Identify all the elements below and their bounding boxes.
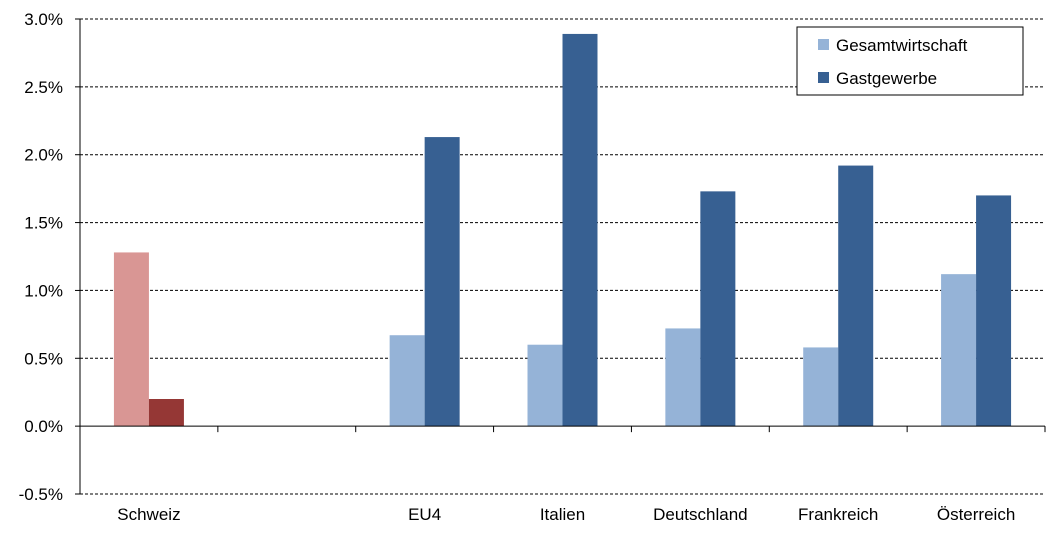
bars <box>113 33 1012 427</box>
bar-gastgewerbe-eu4 <box>424 137 460 427</box>
y-tick-label: -0.5% <box>19 485 63 504</box>
x-category-label-frankreich: Frankreich <box>798 505 878 524</box>
x-category-label-eu4: EU4 <box>408 505 441 524</box>
y-tick-label: 2.5% <box>24 78 63 97</box>
bar-gastgewerbe-schweiz <box>148 399 184 427</box>
bar-gesamtwirtschaft-eu4 <box>389 335 425 427</box>
y-tick-label: 1.5% <box>24 214 63 233</box>
x-category-label-deutschland: Deutschland <box>653 505 748 524</box>
y-tick-label: 0.5% <box>24 349 63 368</box>
legend-swatch-gesamtwirtschaft <box>818 39 829 50</box>
bar-gesamtwirtschaft-italien <box>527 344 563 427</box>
y-axis-ticks: -0.5% 0.0% 0.5% 1.0% 1.5% 2.0% 2.5% 3.0% <box>19 10 80 504</box>
legend-box <box>796 26 1024 96</box>
legend-swatch-gastgewerbe <box>818 72 829 83</box>
legend-label-gesamtwirtschaft: Gesamtwirtschaft <box>836 36 968 55</box>
bar-gastgewerbe-italien <box>562 33 598 427</box>
bar-gesamtwirtschaft-deutschland <box>665 328 701 427</box>
x-category-label-italien: Italien <box>540 505 585 524</box>
bar-gesamtwirtschaft-österreich <box>941 274 977 427</box>
y-tick-label: 2.0% <box>24 146 63 165</box>
y-tick-label: 1.0% <box>24 281 63 300</box>
x-category-label-österreich: Österreich <box>937 505 1015 524</box>
x-category-label-schweiz: Schweiz <box>117 505 180 524</box>
y-tick-label: 3.0% <box>24 10 63 29</box>
bar-gastgewerbe-deutschland <box>700 191 736 427</box>
y-tick-label: 0.0% <box>24 417 63 436</box>
legend-label-gastgewerbe: Gastgewerbe <box>836 69 937 88</box>
bar-gesamtwirtschaft-schweiz <box>113 252 149 427</box>
legend: Gesamtwirtschaft Gastgewerbe <box>796 26 1024 96</box>
bar-gastgewerbe-frankreich <box>838 165 874 427</box>
bar-gastgewerbe-österreich <box>976 195 1012 427</box>
x-axis-categories: Schweiz EU4 Italien Deutschland Frankreich Ös… <box>117 505 1015 524</box>
bar-gesamtwirtschaft-frankreich <box>803 347 839 427</box>
axes <box>79 19 1046 494</box>
